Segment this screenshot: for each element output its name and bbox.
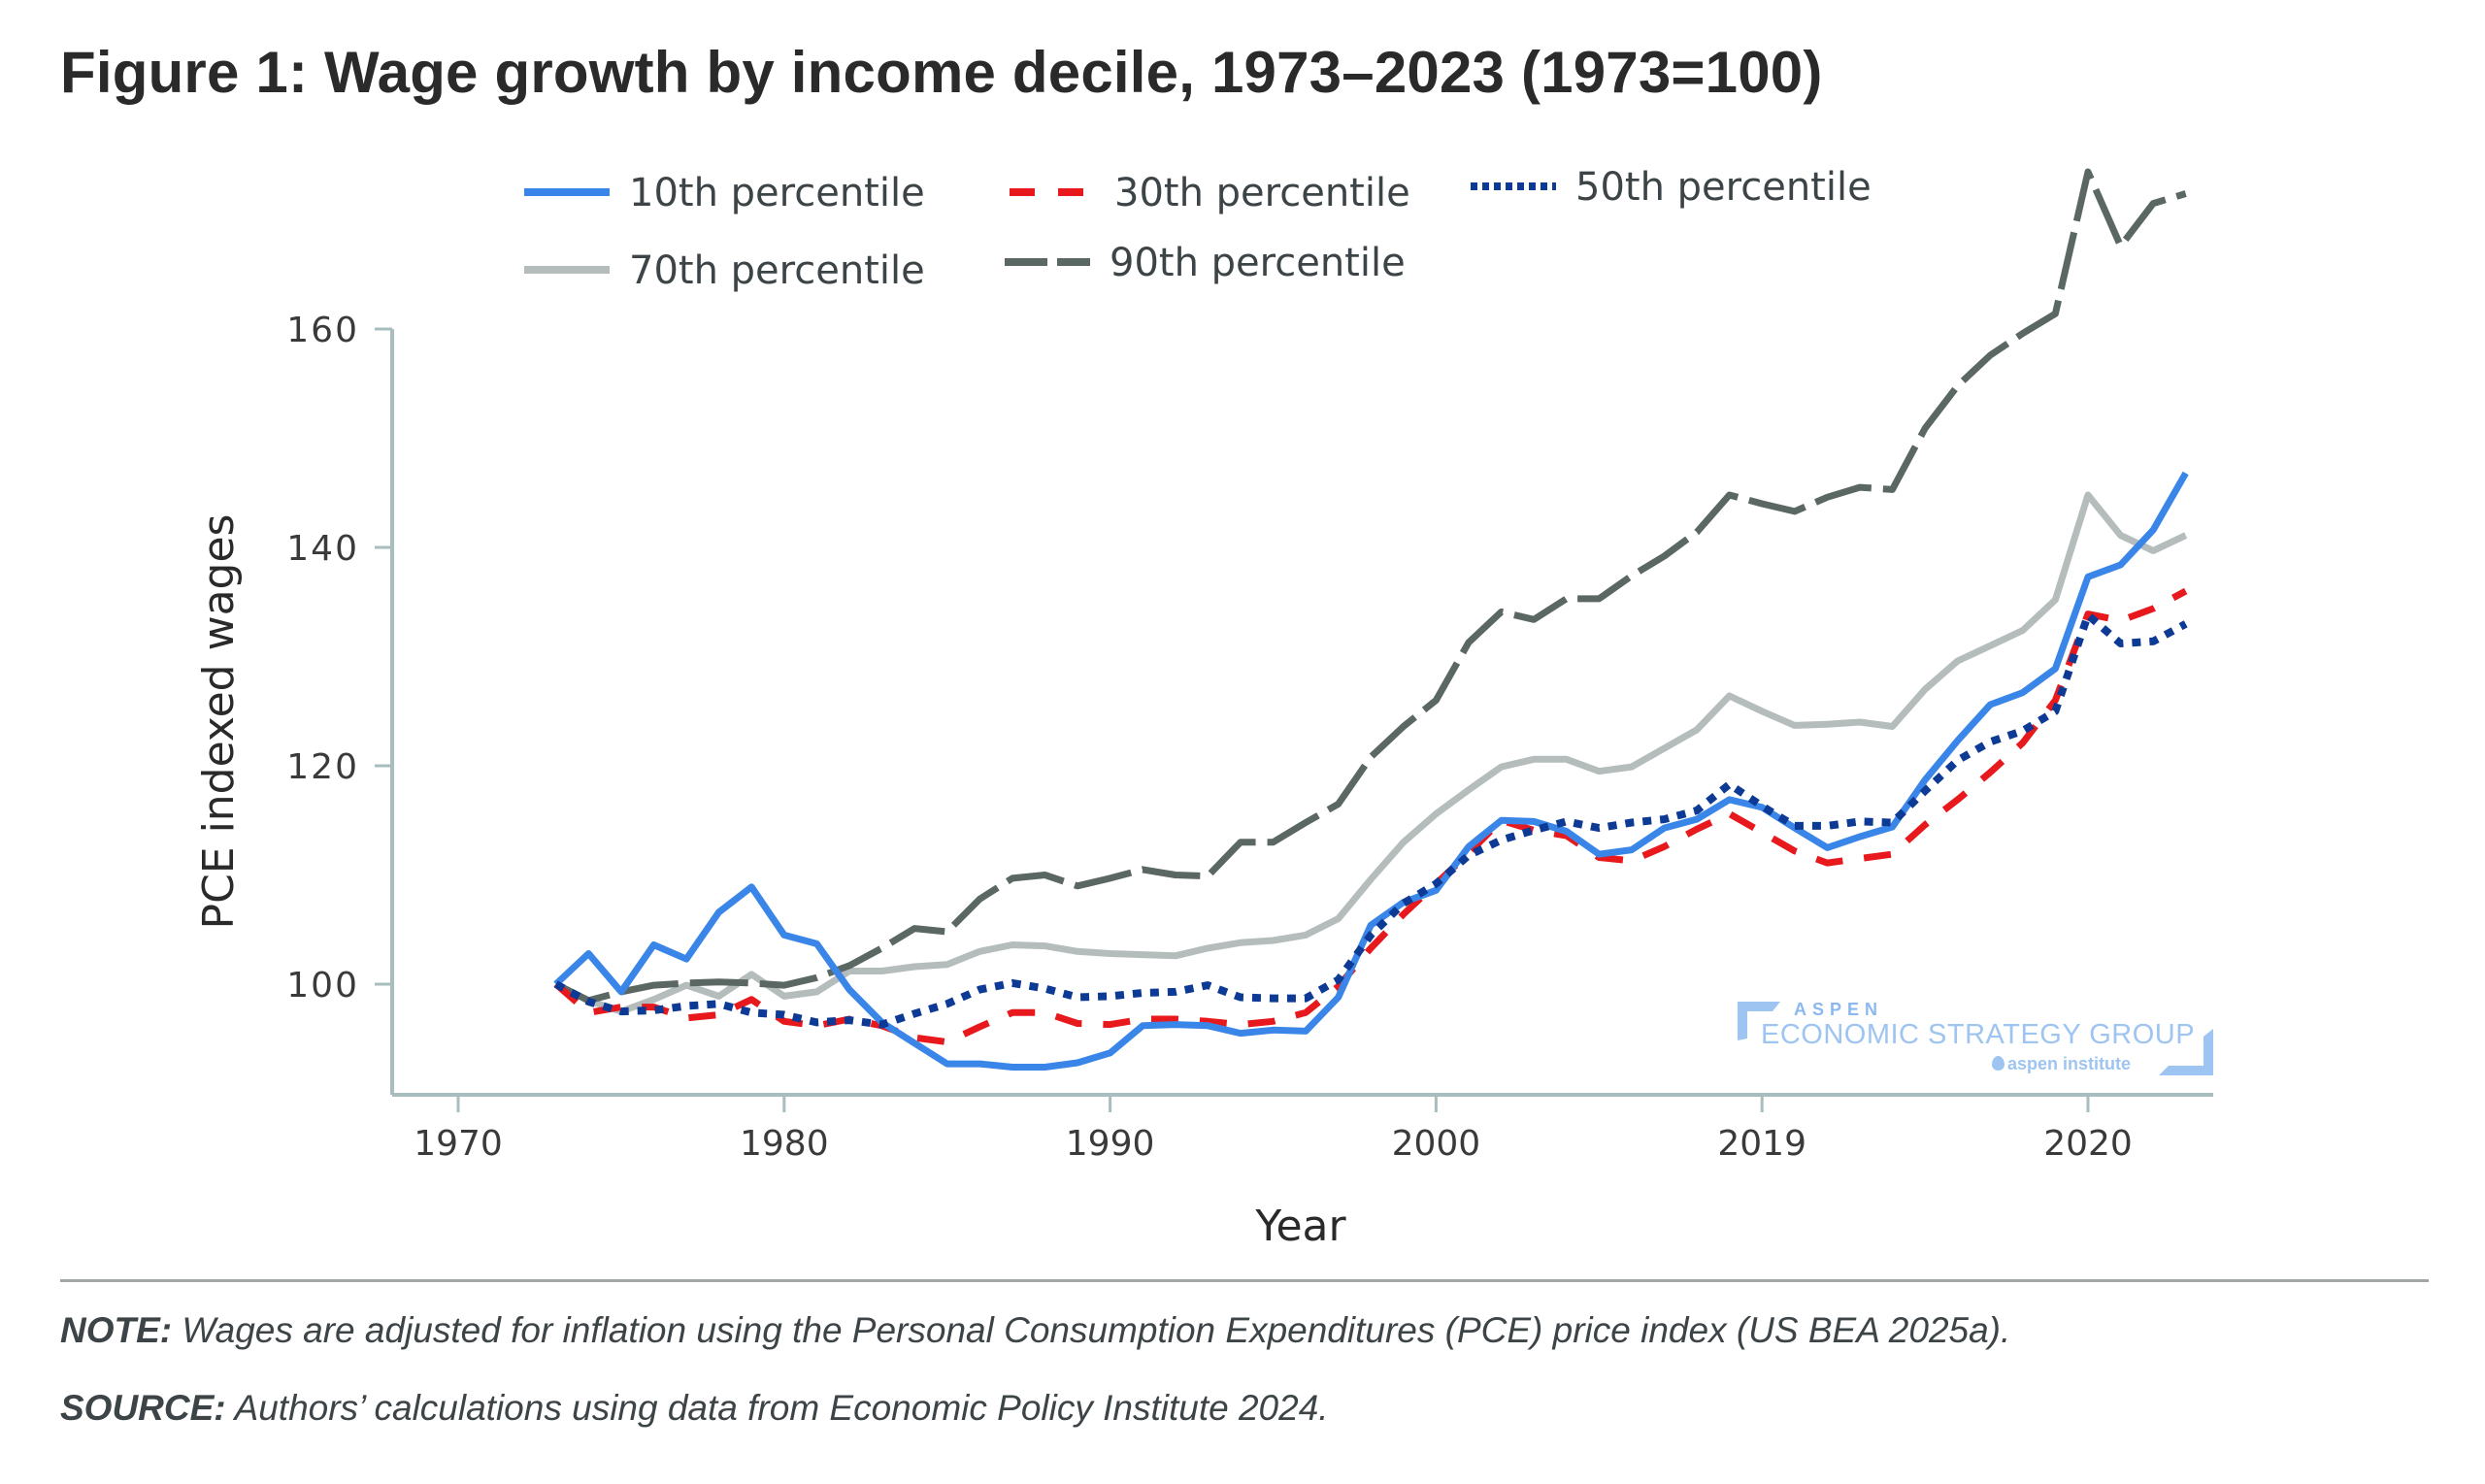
legend-label: 10th percentile xyxy=(629,171,925,215)
x-axis-label: Year xyxy=(1254,1202,1346,1251)
series-line-30th xyxy=(553,587,2188,1046)
legend-item-70th: 70th percentile xyxy=(524,248,925,293)
series-line-10th xyxy=(553,471,2189,1071)
aspen-esg-logo: ASPEN ECONOMIC STRATEGY GROUP aspen inst… xyxy=(1738,1000,2213,1077)
y-axis-label: PCE indexed wages xyxy=(194,514,244,930)
line-chart: 10th percentile 30th percentile 50th perce… xyxy=(194,165,2213,1251)
source-label: SOURCE: xyxy=(60,1388,226,1428)
legend-label: 50th percentile xyxy=(1575,165,1872,210)
logo-main-text: ECONOMIC STRATEGY GROUP xyxy=(1761,1019,2196,1050)
source: SOURCE: Authors’ calculations using data… xyxy=(60,1388,1329,1429)
legend: 10th percentile 30th percentile 50th perce… xyxy=(524,165,1872,293)
legend-item-30th: 30th percentile xyxy=(1010,171,1410,215)
note: NOTE: Wages are adjusted for inflation u… xyxy=(60,1310,2010,1351)
x-tick-label: 1990 xyxy=(1066,1124,1155,1164)
footer-divider xyxy=(60,1279,2429,1282)
x-tick-label: 1980 xyxy=(740,1124,829,1164)
x-tick-label: 2000 xyxy=(1392,1124,1481,1164)
legend-label: 70th percentile xyxy=(629,248,925,293)
chart-title: Figure 1: Wage growth by income decile, … xyxy=(60,40,1823,105)
logo-bracket-bottom-right-icon xyxy=(2159,1029,2213,1075)
y-tick-label: 100 xyxy=(286,966,359,1006)
y-tick-label: 160 xyxy=(286,311,359,350)
legend-label: 30th percentile xyxy=(1114,171,1410,215)
logo-sub-text: aspen institute xyxy=(2007,1054,2132,1073)
legend-item-50th: 50th percentile xyxy=(1471,165,1872,210)
note-text: Wages are adjusted for inflation using t… xyxy=(172,1310,2011,1350)
x-tick-label: 2020 xyxy=(2043,1124,2133,1164)
legend-item-90th: 90th percentile xyxy=(1005,241,1406,285)
x-tick-label: 2019 xyxy=(1717,1124,1806,1164)
note-label: NOTE: xyxy=(60,1310,173,1350)
logo-bracket-top-left-icon xyxy=(1738,1002,1780,1040)
logo-aspen-text: ASPEN xyxy=(1794,1000,1884,1019)
legend-label: 90th percentile xyxy=(1110,241,1406,285)
series-line-70th xyxy=(554,491,2188,1015)
legend-item-10th: 10th percentile xyxy=(524,171,925,215)
aspen-leaf-icon xyxy=(1992,1056,2005,1071)
series-line-90th xyxy=(554,168,2187,1005)
axes: 100 120 140 160 1970 1980 1990 2000 2019 2020 PC… xyxy=(194,311,2213,1251)
x-tick-label: 1970 xyxy=(414,1124,503,1164)
source-text: Authors’ calculations using data from Ec… xyxy=(225,1388,1329,1428)
y-tick-label: 120 xyxy=(286,747,359,787)
series-group xyxy=(553,168,2189,1071)
y-ticks: 100 120 140 160 xyxy=(286,311,392,1006)
series-line-50th xyxy=(553,610,2188,1029)
x-ticks: 1970 1980 1990 2000 2019 2020 xyxy=(414,1095,2133,1164)
y-tick-label: 140 xyxy=(286,529,359,569)
